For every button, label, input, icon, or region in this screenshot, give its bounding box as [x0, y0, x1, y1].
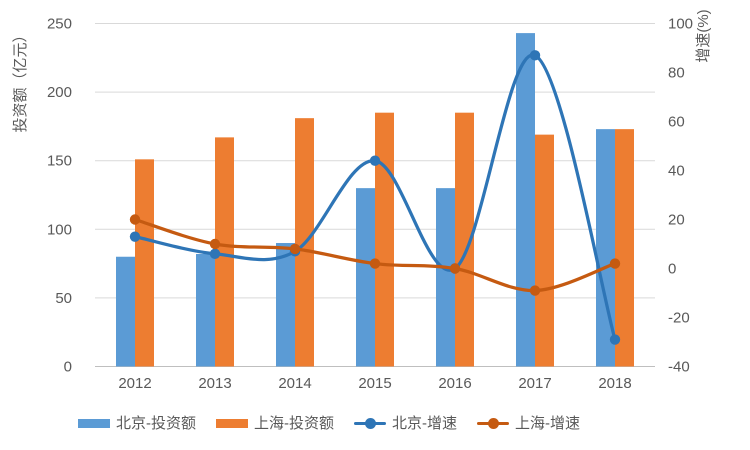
data-point-marker	[369, 258, 381, 269]
x-axis-label: 2014	[278, 375, 311, 392]
left-axis-tick-label: 250	[47, 16, 72, 33]
legend-item-beijing-growth: 北京-增速	[354, 416, 457, 431]
bar	[535, 134, 554, 367]
bar	[596, 129, 615, 367]
right-axis-title: 增速(%)	[695, 9, 712, 62]
shanghai-investment-swatch-icon	[216, 418, 248, 428]
bar	[436, 188, 455, 367]
line-series	[133, 53, 617, 342]
x-axis-label: 2016	[438, 375, 471, 392]
data-point-marker	[209, 248, 221, 259]
legend-item-shanghai-growth: 上海-增速	[477, 416, 580, 431]
data-point-marker	[209, 238, 221, 250]
beijing-growth-swatch-icon	[354, 417, 386, 429]
legend: 北京-投资额 上海-投资额 北京-增速 上海-增速	[78, 409, 580, 437]
beijing-investment-swatch-icon	[78, 418, 110, 428]
legend-item-beijing-investment: 北京-投资额	[78, 416, 196, 431]
right-axis-tick-label: 100	[668, 16, 693, 33]
right-axis-tick-label: 0	[668, 261, 676, 278]
data-point-marker	[609, 334, 621, 345]
data-point-marker	[369, 155, 381, 166]
legend-label: 上海-增速	[515, 414, 580, 432]
right-axis-tick-label: 80	[668, 65, 685, 82]
left-axis-tick-label: 50	[55, 290, 72, 307]
right-axis-tick-label: -40	[668, 359, 690, 376]
x-axis-label: 2012	[118, 375, 151, 392]
bar	[455, 112, 474, 367]
bar	[375, 112, 394, 367]
bar	[516, 33, 535, 367]
left-axis-tick-label: 100	[47, 221, 72, 238]
left-axis-tick-label: 150	[47, 153, 72, 170]
data-point-marker	[449, 263, 461, 274]
right-axis-tick-label: 40	[668, 163, 685, 180]
legend-label: 北京-投资额	[116, 414, 196, 432]
legend-label: 北京-增速	[392, 414, 457, 432]
x-axis-label: 2013	[198, 375, 231, 392]
left-axis-tick-label: 200	[47, 84, 72, 101]
right-axis-tick-label: 60	[668, 114, 685, 131]
right-axis-tick-label: 20	[668, 212, 685, 229]
bar	[196, 253, 215, 367]
shanghai-growth-swatch-icon	[477, 417, 509, 429]
data-point-marker	[129, 231, 141, 242]
bar	[615, 129, 634, 367]
right-axis-tick-label: -20	[668, 310, 690, 327]
left-axis-title: 投资额（亿元）	[12, 27, 29, 132]
left-axis-tick-label: 0	[64, 359, 72, 376]
bar	[276, 243, 295, 367]
x-axis-label: 2017	[518, 375, 551, 392]
bar	[135, 159, 154, 367]
x-axis-label: 2018	[598, 375, 631, 392]
data-point-marker	[529, 285, 541, 296]
bar	[116, 256, 135, 367]
bar	[215, 137, 234, 367]
data-point-marker	[529, 50, 541, 61]
x-axis-label: 2015	[358, 375, 391, 392]
data-point-marker	[609, 258, 621, 269]
data-point-marker	[289, 243, 301, 255]
legend-label: 上海-投资额	[254, 414, 334, 432]
legend-item-shanghai-investment: 上海-投资额	[216, 416, 334, 431]
bar	[356, 188, 375, 367]
data-point-marker	[129, 214, 141, 225]
